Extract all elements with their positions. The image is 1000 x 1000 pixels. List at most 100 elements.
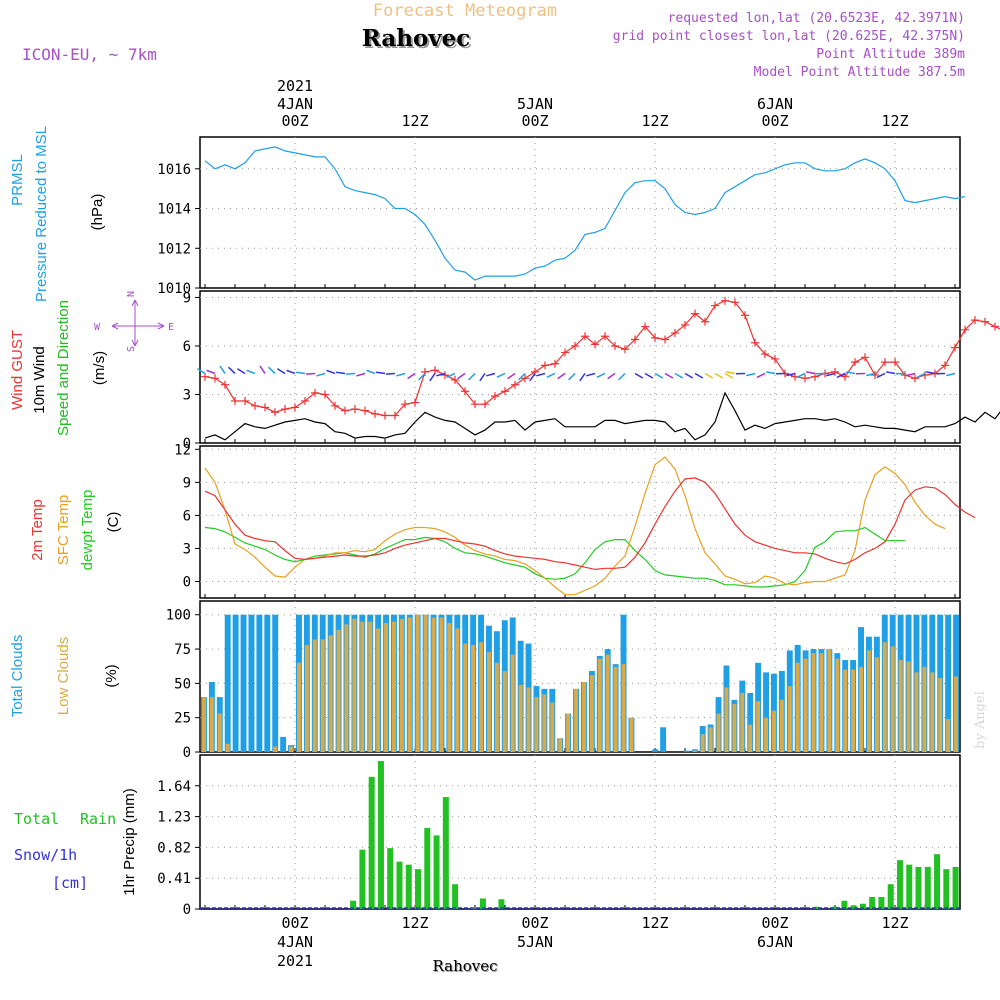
sfc-label: SFC Temp bbox=[55, 495, 72, 566]
wind-direction-arrow bbox=[866, 372, 876, 377]
low-cloud-bar bbox=[748, 724, 753, 752]
wind-direction-arrow bbox=[236, 368, 246, 375]
gust-line-marker bbox=[651, 333, 659, 342]
pressure-unit: (hPa) bbox=[89, 194, 106, 231]
wind-direction-arrow bbox=[316, 372, 326, 377]
rain-bar bbox=[887, 884, 894, 909]
low-cloud-bar bbox=[455, 628, 460, 752]
clouds-unit: (%) bbox=[103, 664, 120, 687]
gust-line-marker bbox=[561, 348, 569, 357]
gust-line-marker bbox=[741, 311, 749, 320]
wind-direction-arrow bbox=[518, 372, 526, 381]
low-cloud-bar bbox=[534, 697, 539, 752]
pressure-tick-label: 1014 bbox=[157, 202, 191, 218]
gust-line-marker bbox=[311, 388, 319, 397]
low-cloud-bar bbox=[716, 713, 721, 752]
total-cloud-bar bbox=[264, 614, 271, 752]
gust-line-marker bbox=[201, 372, 209, 381]
top-day-label: 2021 bbox=[277, 77, 313, 95]
gust-line-marker bbox=[711, 301, 719, 310]
wind-direction-arrow bbox=[396, 372, 406, 377]
low-cloud-bar bbox=[399, 618, 404, 752]
low-cloud-bar bbox=[867, 650, 871, 752]
bottom-hour-label: 00Z bbox=[521, 914, 548, 932]
wind-direction-arrow bbox=[276, 368, 286, 375]
total-cloud-bar bbox=[652, 749, 659, 752]
footer-location: Rahovec bbox=[432, 957, 497, 975]
wind-direction-arrow bbox=[886, 371, 896, 375]
gust-line-marker bbox=[501, 387, 509, 396]
gust-line-marker bbox=[451, 375, 459, 384]
low-cloud-bar bbox=[360, 621, 365, 752]
gust-line-marker bbox=[281, 405, 289, 414]
gust-line-marker bbox=[321, 390, 329, 399]
wind-tick-label: 9 bbox=[183, 290, 191, 306]
low-cloud-bar bbox=[732, 703, 737, 752]
pressure-line bbox=[204, 146, 966, 281]
low-cloud-bar bbox=[764, 717, 768, 752]
wind-direction-arrow bbox=[946, 372, 956, 377]
compass-ew-arrow bbox=[111, 322, 165, 330]
location-title: Rahovec bbox=[362, 25, 471, 52]
rain-bar bbox=[841, 900, 848, 909]
gust-line-marker bbox=[431, 366, 439, 375]
top-hour-label: 12Z bbox=[881, 112, 908, 130]
low-cloud-bar bbox=[930, 672, 935, 752]
compass-east: E bbox=[168, 322, 174, 333]
gust-label: Wind GUST bbox=[9, 330, 26, 410]
rain-bar bbox=[915, 866, 922, 909]
pressure-frame bbox=[199, 136, 961, 289]
gust-line-marker bbox=[271, 408, 279, 417]
low-cloud-bar bbox=[938, 677, 943, 752]
compass-ns-arrow bbox=[131, 299, 139, 347]
rain-bar bbox=[442, 797, 449, 909]
wind-direction-arrow bbox=[916, 372, 926, 379]
wind-direction-arrow bbox=[385, 372, 396, 375]
wind-tick-label: 3 bbox=[183, 387, 191, 403]
rain-bar bbox=[359, 849, 366, 909]
low-cloud-bar bbox=[898, 660, 903, 752]
wind-direction-arrow bbox=[479, 373, 486, 382]
low-cloud-bar bbox=[787, 686, 792, 752]
wind-direction-arrow bbox=[286, 369, 296, 375]
rain-bar bbox=[377, 761, 384, 909]
wind-direction-arrow bbox=[724, 372, 734, 379]
bottom-day-label: 4JAN bbox=[277, 933, 313, 951]
precip-tick-label: 0.82 bbox=[157, 840, 191, 856]
low-cloud-bar bbox=[835, 658, 840, 752]
bottom-hour-label: 12Z bbox=[641, 914, 668, 932]
wind-direction-arrow bbox=[634, 372, 644, 379]
low-cloud-bar bbox=[827, 649, 832, 752]
low-cloud-bar bbox=[344, 624, 349, 752]
rain-bar bbox=[896, 860, 903, 909]
wind-direction-arrow bbox=[546, 372, 556, 378]
gust-line-marker bbox=[811, 372, 819, 381]
low-cloud-bar bbox=[914, 672, 919, 752]
precip-tick-label: 1.23 bbox=[157, 810, 191, 826]
low-cloud-bar bbox=[819, 653, 824, 752]
dewpt-line bbox=[204, 526, 905, 588]
low-cloud-bar bbox=[795, 662, 800, 752]
rain-bar bbox=[452, 884, 459, 909]
low-cloud-bar bbox=[550, 702, 555, 752]
low-cloud-bar bbox=[368, 621, 373, 752]
low-cloud-bar bbox=[384, 622, 388, 752]
wind-direction-arrow bbox=[536, 372, 546, 377]
low-cloud-bar bbox=[613, 666, 618, 752]
panel-wind: 0 3 6 9 bbox=[183, 290, 961, 452]
gust-line-marker bbox=[881, 358, 889, 367]
gust-line-marker bbox=[941, 361, 949, 370]
low-cloud-bar bbox=[859, 666, 863, 752]
bottom-hour-label: 12Z bbox=[881, 914, 908, 932]
gust-line-marker bbox=[301, 396, 309, 405]
clouds-tick-label: 100 bbox=[166, 608, 191, 624]
gust-line-marker bbox=[341, 406, 349, 415]
rain-bar bbox=[350, 900, 357, 909]
low-cloud-bar bbox=[890, 646, 895, 752]
rain-bar bbox=[934, 854, 941, 909]
wind-direction-arrow bbox=[704, 372, 714, 379]
wind-direction-arrow bbox=[694, 372, 704, 379]
clouds-tick-label: 25 bbox=[174, 711, 191, 727]
total-cloud-bar bbox=[256, 614, 263, 752]
